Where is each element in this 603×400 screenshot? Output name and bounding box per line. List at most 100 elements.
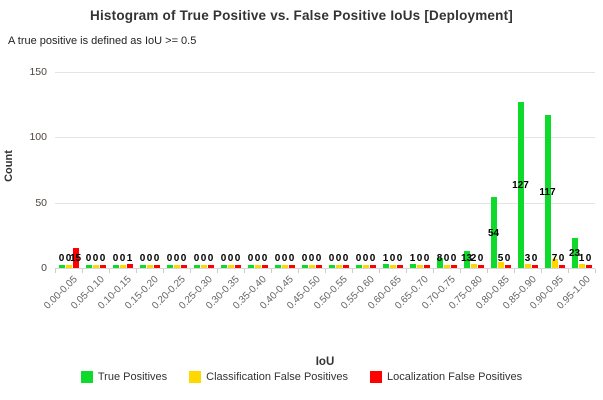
bar-true-positives[interactable] — [355, 265, 362, 268]
bar-value-label: 127 — [512, 180, 529, 191]
legend-item-classification-false-positives[interactable]: Classification False Positives — [189, 371, 348, 383]
bar-value-label: 1 — [126, 253, 133, 264]
bar-true-positives[interactable] — [58, 265, 65, 268]
bar-value-label: 0 — [355, 253, 362, 264]
bar-classification-false-positives[interactable] — [443, 265, 450, 268]
bar-value-label: 0 — [328, 253, 335, 264]
bar-true-positives[interactable] — [247, 265, 254, 268]
bar-localization-false-positives[interactable] — [504, 265, 511, 268]
bar-localization-false-positives[interactable] — [423, 265, 430, 268]
bar-localization-false-positives[interactable] — [531, 265, 538, 268]
x-tick-mark — [109, 269, 110, 273]
bar-true-positives[interactable] — [85, 265, 92, 268]
bar-classification-false-positives[interactable] — [227, 265, 234, 268]
bar-classification-false-positives[interactable] — [92, 265, 99, 268]
legend-swatch-icon — [80, 371, 93, 383]
bar-classification-false-positives[interactable] — [281, 265, 288, 268]
bar-value-label: 0 — [558, 253, 565, 264]
bar-value-label: 0 — [227, 253, 234, 264]
bar-classification-false-positives[interactable] — [335, 265, 342, 268]
x-tick-mark — [271, 269, 272, 273]
bar-true-positives[interactable] — [220, 265, 227, 268]
bar-classification-false-positives[interactable] — [551, 258, 558, 268]
bar-true-positives[interactable] — [328, 265, 335, 268]
bar-value-label: 0 — [274, 253, 281, 264]
bar-value-label: 0 — [389, 253, 396, 264]
bar-localization-false-positives[interactable] — [234, 265, 241, 268]
bar-true-positives[interactable] — [112, 265, 119, 268]
bar-localization-false-positives[interactable] — [261, 265, 268, 268]
bar-localization-false-positives[interactable] — [126, 264, 133, 268]
bar-classification-false-positives[interactable] — [308, 265, 315, 268]
bar-value-label: 0 — [477, 253, 484, 264]
bar-true-positives[interactable] — [517, 102, 524, 268]
bar-classification-false-positives[interactable] — [65, 265, 72, 268]
bar-localization-false-positives[interactable] — [396, 265, 403, 268]
bar-true-positives[interactable] — [436, 257, 443, 268]
bar-classification-false-positives[interactable] — [173, 265, 180, 268]
bar-value-label: 13 — [460, 253, 473, 264]
bar-value-label: 117 — [539, 186, 556, 198]
bar-value-label: 5 — [497, 253, 504, 264]
bar-localization-false-positives[interactable] — [342, 265, 349, 268]
bar-localization-false-positives[interactable] — [315, 265, 322, 268]
x-tick-mark — [190, 269, 191, 273]
bar-classification-false-positives[interactable] — [200, 265, 207, 268]
bar-true-positives[interactable] — [139, 265, 146, 268]
bar-localization-false-positives[interactable] — [558, 265, 565, 268]
bar-true-positives[interactable] — [409, 264, 416, 268]
bar-localization-false-positives[interactable] — [369, 265, 376, 268]
bar-classification-false-positives[interactable] — [578, 264, 585, 268]
bar-value-label: 0 — [335, 253, 342, 264]
x-tick-mark — [406, 269, 407, 273]
legend-item-true-positives[interactable]: True Positives — [80, 371, 167, 383]
bar-localization-false-positives[interactable] — [180, 265, 187, 268]
bar-value-label: 0 — [416, 253, 423, 264]
bar-classification-false-positives[interactable] — [362, 265, 369, 268]
bar-value-label: 0 — [112, 253, 119, 264]
bar-value-label: 0 — [443, 253, 450, 264]
bar-classification-false-positives[interactable] — [497, 261, 504, 268]
legend-item-localization-false-positives[interactable]: Localization False Positives — [370, 371, 522, 383]
bar-localization-false-positives[interactable] — [207, 265, 214, 268]
bar-localization-false-positives[interactable] — [153, 265, 160, 268]
bar-localization-false-positives[interactable] — [288, 265, 295, 268]
bar-classification-false-positives[interactable] — [146, 265, 153, 268]
bar-true-positives[interactable] — [274, 265, 281, 268]
bar-true-positives[interactable] — [301, 265, 308, 268]
bar-value-label: 0 — [369, 253, 376, 264]
bar-classification-false-positives[interactable] — [389, 265, 396, 268]
legend-swatch-icon — [370, 371, 382, 383]
bar-true-positives[interactable] — [463, 251, 470, 268]
bar-value-label: 0 — [65, 253, 72, 264]
x-tick-mark — [460, 269, 461, 273]
bar-value-label: 0 — [301, 253, 308, 264]
bar-true-positives[interactable] — [571, 237, 578, 268]
x-tick-mark — [298, 269, 299, 273]
x-tick-mark — [595, 269, 596, 273]
bar-classification-false-positives[interactable] — [416, 265, 423, 268]
bar-true-positives[interactable] — [193, 265, 200, 268]
bar-localization-false-positives[interactable] — [585, 265, 592, 268]
x-tick-mark — [163, 269, 164, 273]
x-tick-mark — [568, 269, 569, 273]
bar-value-label: 15 — [69, 253, 82, 264]
bar-localization-false-positives[interactable] — [99, 265, 106, 268]
bar-true-positives[interactable] — [490, 197, 497, 268]
bar-localization-false-positives[interactable] — [477, 265, 484, 268]
x-tick-mark — [55, 269, 56, 273]
bar-classification-false-positives[interactable] — [254, 265, 261, 268]
bar-localization-false-positives[interactable] — [450, 265, 457, 268]
bar-localization-false-positives[interactable] — [72, 248, 79, 268]
bar-classification-false-positives[interactable] — [524, 264, 531, 268]
gridline — [55, 72, 595, 73]
bar-value-label: 0 — [450, 253, 457, 264]
bar-true-positives[interactable] — [382, 264, 389, 268]
x-tick-mark — [514, 269, 515, 273]
x-tick-mark — [541, 269, 542, 273]
bar-true-positives[interactable] — [166, 265, 173, 268]
bar-classification-false-positives[interactable] — [470, 264, 477, 268]
bar-true-positives[interactable] — [544, 115, 551, 268]
bar-classification-false-positives[interactable] — [119, 265, 126, 268]
